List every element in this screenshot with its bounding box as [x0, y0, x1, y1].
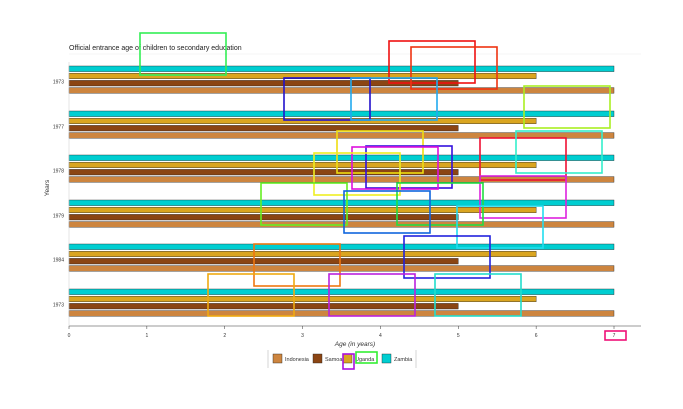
bar-indonesia-4 [68, 265, 615, 272]
legend-swatch-uganda [342, 353, 353, 364]
x-tick-label: 1 [145, 333, 148, 339]
annotation-box [139, 32, 227, 76]
annotation-box [350, 77, 438, 121]
bar-zambia-3 [68, 199, 615, 206]
x-tick-label: 4 [379, 333, 382, 339]
annotation-box [355, 351, 378, 364]
x-tick-label: 7 [613, 333, 616, 339]
annotation-overlays [139, 32, 627, 370]
y-tick-label: 1973 [53, 302, 64, 308]
x-tick-label: 0 [68, 333, 71, 339]
legend-swatch-samoa [312, 353, 323, 364]
annotation-box [479, 137, 567, 181]
chart-title: Official entrance age of children to sec… [69, 45, 242, 52]
x-tick-label: 3 [301, 333, 304, 339]
bars [68, 65, 615, 317]
annotation-box [456, 205, 544, 249]
legend-label-uganda: Uganda [355, 357, 375, 363]
annotation-box [343, 190, 431, 234]
bar-samoa-3 [68, 214, 459, 221]
y-tick-label: 1973 [53, 79, 64, 85]
x-tick-labels: 0 1 2 3 4 5 6 7 [68, 326, 616, 339]
y-tick-label: 1978 [53, 168, 64, 174]
bar-indonesia-0 [68, 87, 615, 94]
annotation-box [342, 353, 355, 370]
annotation-box [328, 273, 416, 317]
annotation-box [434, 273, 522, 317]
legend-label-zambia: Zambia [394, 357, 413, 363]
x-tick-label: 2 [223, 333, 226, 339]
x-axis-title: Age (in years) [334, 341, 375, 348]
bar-uganda-2 [68, 161, 537, 168]
legend: Indonesia Samoa Uganda Zambia [267, 350, 417, 368]
bar-samoa-4 [68, 258, 459, 265]
annotation-box [523, 85, 611, 129]
x-tick-label: 6 [535, 333, 538, 339]
bar-samoa-5 [68, 303, 459, 310]
annotation-box [260, 182, 348, 226]
annotation-box [479, 175, 567, 219]
legend-swatch-indonesia [272, 353, 283, 364]
legend-label-indonesia: Indonesia [285, 357, 310, 363]
bar-zambia-0 [68, 65, 615, 72]
annotation-box [604, 330, 627, 341]
annotation-box [403, 235, 491, 279]
bar-uganda-1 [68, 117, 537, 124]
annotation-box [313, 152, 401, 196]
annotation-box [515, 130, 603, 174]
legend-label-samoa: Samoa [325, 357, 343, 363]
bar-uganda-4 [68, 250, 537, 257]
legend-items: Indonesia Samoa Uganda Zambia [272, 353, 413, 364]
y-tick-label: 1984 [53, 257, 64, 263]
annotation-box [410, 46, 498, 90]
annotation-box [336, 130, 424, 174]
x-tick-label: 5 [457, 333, 460, 339]
annotation-box [396, 182, 484, 226]
bar-zambia-5 [68, 288, 615, 295]
annotation-box [207, 273, 295, 317]
legend-swatch-zambia [381, 353, 392, 364]
bar-samoa-1 [68, 125, 459, 132]
bar-uganda-5 [68, 296, 537, 303]
annotation-box [253, 243, 341, 287]
y-axis-title: Years [44, 179, 51, 196]
y-tick-labels: 1973 1977 1978 1979 1984 1973 [53, 79, 64, 308]
bar-zambia-1 [68, 110, 615, 117]
annotation-box [388, 40, 476, 84]
y-tick-label: 1977 [53, 124, 64, 130]
annotation-box [365, 145, 453, 189]
bar-zambia-2 [68, 154, 615, 161]
annotation-box [283, 77, 371, 121]
annotation-box [351, 146, 439, 190]
y-tick-label: 1979 [53, 213, 64, 219]
bar-uganda-3 [68, 206, 537, 213]
